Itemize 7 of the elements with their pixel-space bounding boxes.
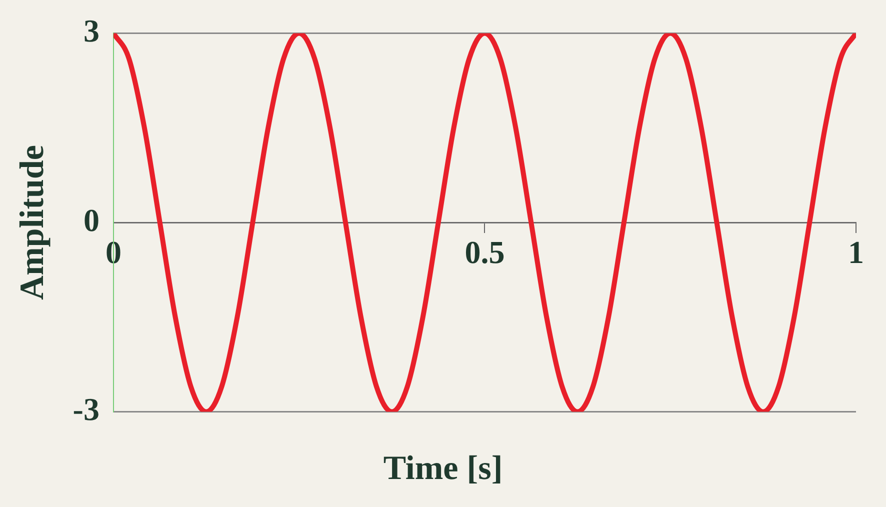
- x-tick-label: 0.5: [464, 234, 505, 270]
- y-tick-label: -3: [72, 391, 100, 428]
- x-tick-label: 1: [848, 234, 864, 270]
- x-axis-title: Time [s]: [382, 450, 504, 488]
- y-tick-label: 3: [83, 12, 100, 48]
- y-tick-label: 0: [83, 202, 100, 238]
- y-axis-title: Amplitude: [14, 145, 52, 300]
